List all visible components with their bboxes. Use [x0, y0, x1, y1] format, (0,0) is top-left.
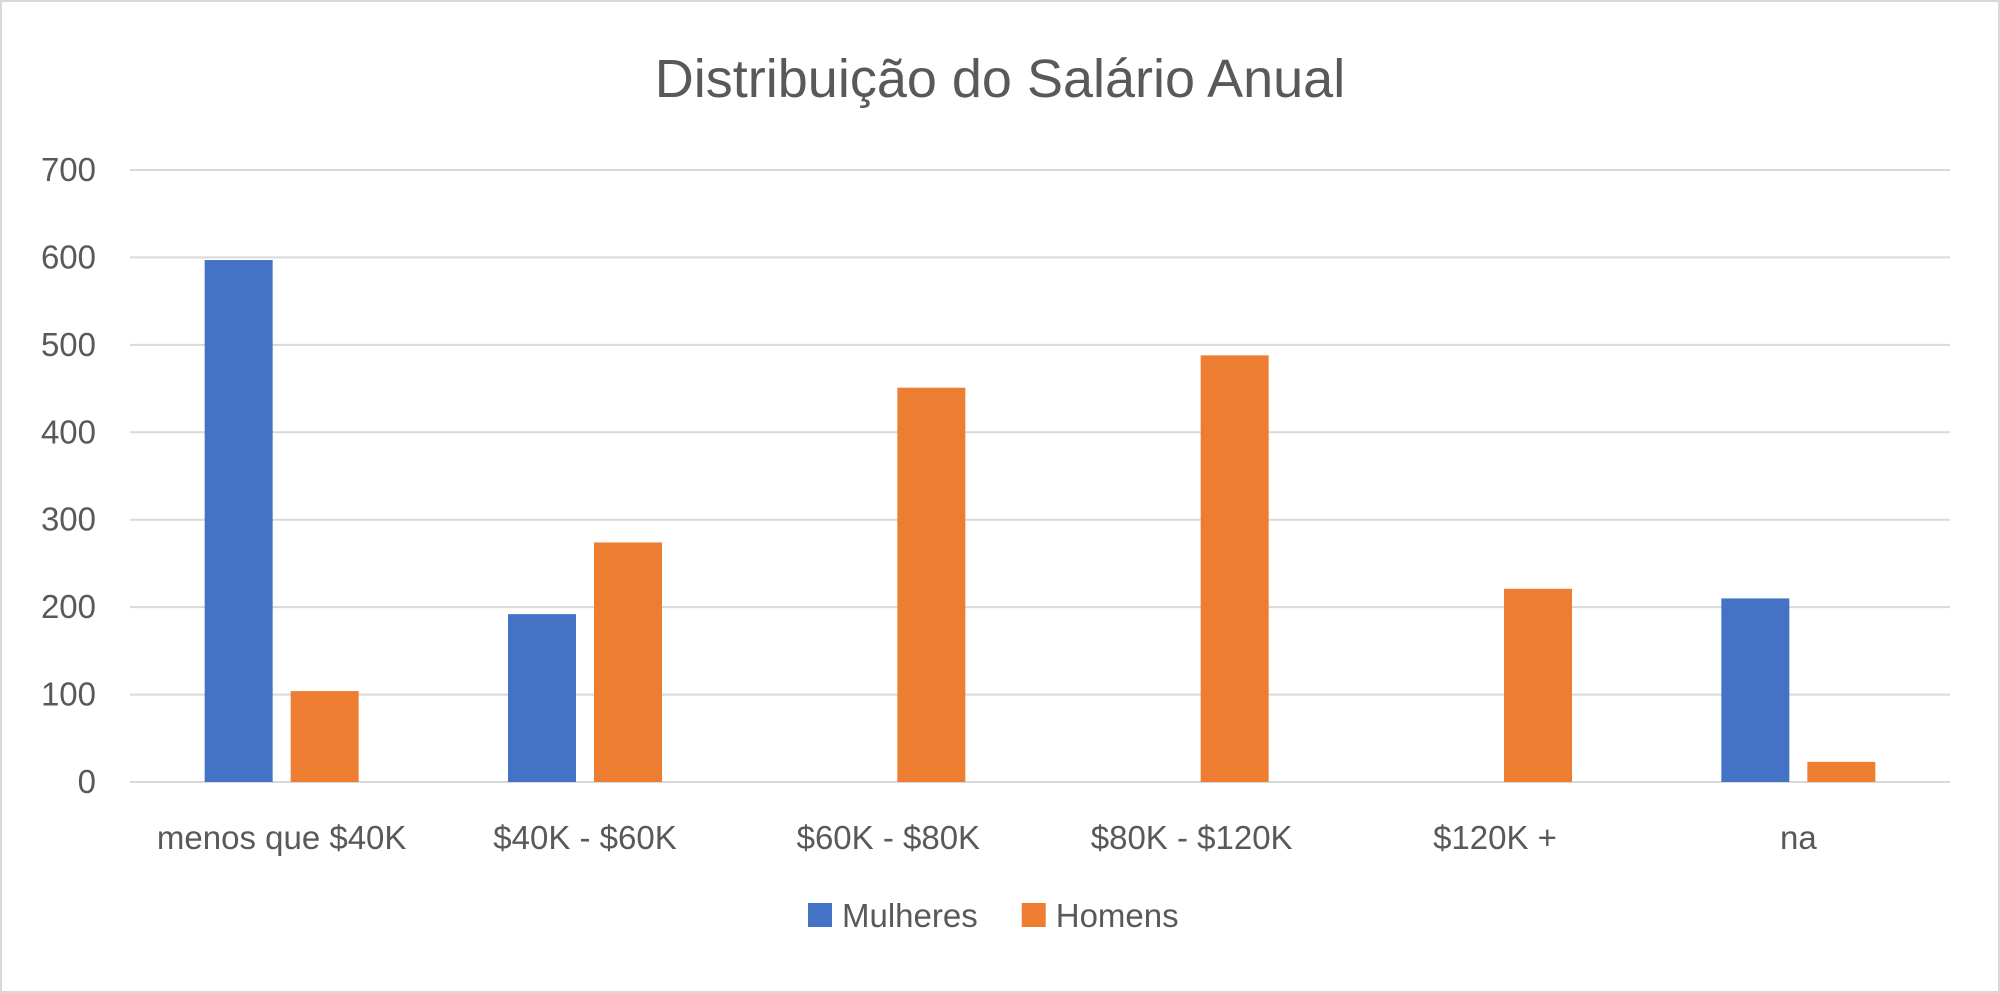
x-tick-label: $80K - $120K	[1091, 819, 1293, 856]
y-tick-label: 400	[41, 413, 96, 450]
bars	[204, 260, 1876, 783]
x-tick-label: $60K - $80K	[797, 819, 980, 856]
y-tick-label: 700	[41, 151, 96, 188]
bar-homens-1	[594, 542, 662, 782]
gridlines	[130, 169, 1950, 783]
legend-swatch-mulheres	[808, 903, 832, 927]
y-tick-label: 100	[41, 676, 96, 713]
y-tick-label: 200	[41, 588, 96, 625]
legend: Mulheres Homens	[808, 897, 1179, 934]
x-tick-label: menos que $40K	[157, 819, 407, 856]
legend-swatch-homens	[1021, 903, 1046, 927]
bar-homens-5	[1807, 761, 1876, 782]
chart-title: Distribuição do Salário Anual	[655, 49, 1345, 109]
y-tick-label: 300	[41, 501, 96, 538]
y-tick-label: 500	[41, 326, 96, 363]
legend-label-homens: Homens	[1056, 897, 1179, 934]
x-axis-ticks: menos que $40K $40K - $60K $60K - $80K $80K…	[157, 819, 1817, 856]
bar-mulheres-5	[1721, 598, 1790, 782]
bar-homens-3	[1200, 355, 1269, 782]
legend-label-mulheres: Mulheres	[842, 897, 978, 934]
bar-mulheres-0	[204, 260, 273, 783]
y-tick-label: 0	[78, 763, 96, 800]
y-tick-label: 600	[41, 238, 96, 275]
bar-mulheres-1	[508, 614, 576, 782]
bar-homens-2	[897, 387, 966, 782]
bar-homens-0	[290, 691, 359, 782]
x-tick-label: $40K - $60K	[493, 819, 676, 856]
bar-homens-4	[1504, 588, 1572, 782]
x-tick-label: na	[1780, 819, 1817, 856]
x-tick-label: $120K +	[1433, 819, 1557, 856]
y-axis-ticks: 0 100 200 300 400 500 600 700	[41, 151, 96, 800]
